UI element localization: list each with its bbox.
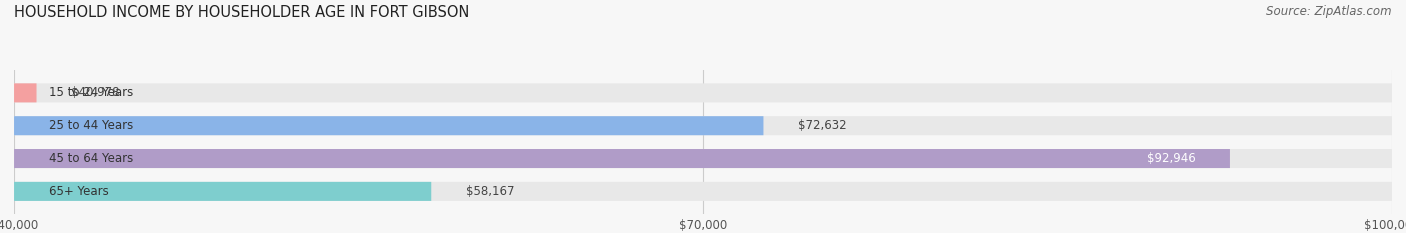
Text: $72,632: $72,632 [797, 119, 846, 132]
Text: 15 to 24 Years: 15 to 24 Years [48, 86, 132, 99]
FancyBboxPatch shape [14, 83, 37, 103]
Text: 45 to 64 Years: 45 to 64 Years [48, 152, 132, 165]
Text: $92,946: $92,946 [1147, 152, 1195, 165]
FancyBboxPatch shape [14, 182, 1392, 201]
Text: $40,978: $40,978 [70, 86, 120, 99]
Text: $58,167: $58,167 [465, 185, 515, 198]
FancyBboxPatch shape [14, 149, 1392, 168]
FancyBboxPatch shape [14, 116, 763, 135]
Text: Source: ZipAtlas.com: Source: ZipAtlas.com [1267, 5, 1392, 18]
FancyBboxPatch shape [14, 116, 1392, 135]
Text: HOUSEHOLD INCOME BY HOUSEHOLDER AGE IN FORT GIBSON: HOUSEHOLD INCOME BY HOUSEHOLDER AGE IN F… [14, 5, 470, 20]
FancyBboxPatch shape [14, 182, 432, 201]
FancyBboxPatch shape [14, 149, 1230, 168]
Text: 65+ Years: 65+ Years [48, 185, 108, 198]
Text: 25 to 44 Years: 25 to 44 Years [48, 119, 132, 132]
FancyBboxPatch shape [14, 83, 1392, 103]
